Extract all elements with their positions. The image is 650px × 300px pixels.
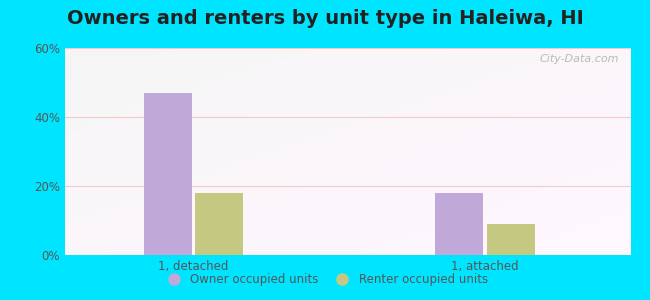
Text: City-Data.com: City-Data.com <box>540 54 619 64</box>
Text: Owners and renters by unit type in Haleiwa, HI: Owners and renters by unit type in Halei… <box>66 9 584 28</box>
Bar <box>195 193 243 255</box>
Legend: Owner occupied units, Renter occupied units: Owner occupied units, Renter occupied un… <box>157 269 493 291</box>
Bar <box>435 193 483 255</box>
Bar <box>487 224 534 255</box>
Bar <box>144 93 192 255</box>
